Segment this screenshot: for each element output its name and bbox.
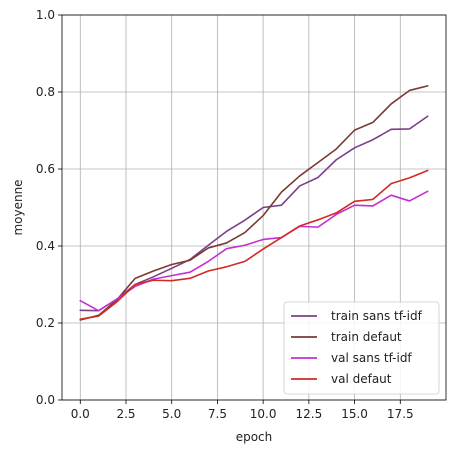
- x-tick-label: 17.5: [387, 407, 414, 421]
- y-axis-label: moyenne: [11, 179, 25, 235]
- y-tick-label: 0.6: [36, 162, 55, 176]
- x-tick-label: 12.5: [295, 407, 322, 421]
- series-layer: [79, 85, 429, 321]
- legend: train sans tf-idf train defaut val sans tf…: [283, 301, 440, 395]
- y-axis: 0.0 0.2 0.4 0.6 0.8 1.0: [36, 8, 62, 407]
- x-tick-label: 15.0: [341, 407, 368, 421]
- y-tick-label: 1.0: [36, 8, 55, 22]
- y-tick-label: 0.8: [36, 85, 55, 99]
- x-tick-label: 5.0: [162, 407, 181, 421]
- legend-label-1: train sans tf-idf: [331, 309, 423, 323]
- x-tick-label: 0.0: [71, 407, 90, 421]
- x-tick-label: 10.0: [250, 407, 277, 421]
- x-axis: 0.0 2.5 5.0 7.5 10.0 12.5 15.0 17.5: [71, 400, 414, 421]
- x-axis-label: epoch: [236, 430, 273, 444]
- legend-label-3: val sans tf-idf: [331, 351, 412, 365]
- x-tick-label: 2.5: [116, 407, 135, 421]
- series-line-2: [79, 85, 429, 321]
- legend-box: [283, 301, 440, 395]
- legend-label-2: train defaut: [331, 330, 402, 344]
- x-tick-label: 7.5: [208, 407, 227, 421]
- plot-frame: [61, 14, 447, 401]
- y-tick-label: 0.2: [36, 316, 55, 330]
- y-tick-label: 0.0: [36, 393, 55, 407]
- series-line-4: [79, 169, 429, 320]
- legend-label-4: val defaut: [331, 372, 392, 386]
- y-tick-label: 0.4: [36, 239, 55, 253]
- series-line-3: [79, 190, 429, 312]
